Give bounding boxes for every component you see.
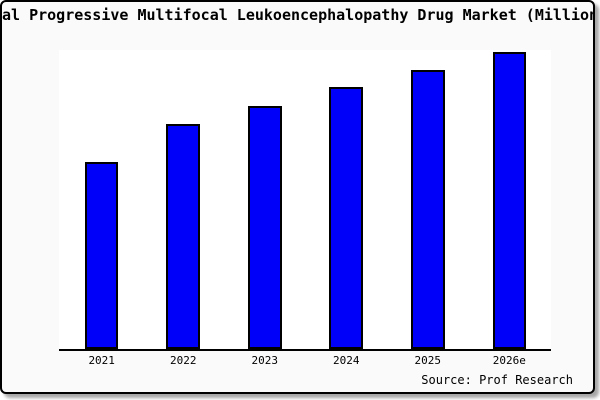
bar-2023 <box>247 106 282 349</box>
x-axis-label-2023: 2023 <box>251 354 278 367</box>
x-axis-label-2021: 2021 <box>88 354 115 367</box>
plot-area <box>59 50 551 351</box>
x-axis-label-2025: 2025 <box>414 354 442 367</box>
bar-2025 <box>410 70 445 349</box>
bar-2021 <box>84 162 119 349</box>
x-axis-label-2026e: 2026e <box>492 354 526 367</box>
x-axis-labels: 2021 2022 2023 2024 2025 2026e <box>59 355 551 369</box>
chart-card: al Progressive Multifocal Leukoencephalo… <box>0 0 595 394</box>
chart-title: al Progressive Multifocal Leukoencephalo… <box>2 6 595 24</box>
source-credit: Source: Prof Research <box>421 373 573 387</box>
x-axis-label-2024: 2024 <box>333 354 360 367</box>
bar-2026e <box>492 52 527 349</box>
bar-2022 <box>166 124 200 349</box>
bar-2024 <box>329 87 364 349</box>
x-axis-label-2022: 2022 <box>169 354 197 367</box>
